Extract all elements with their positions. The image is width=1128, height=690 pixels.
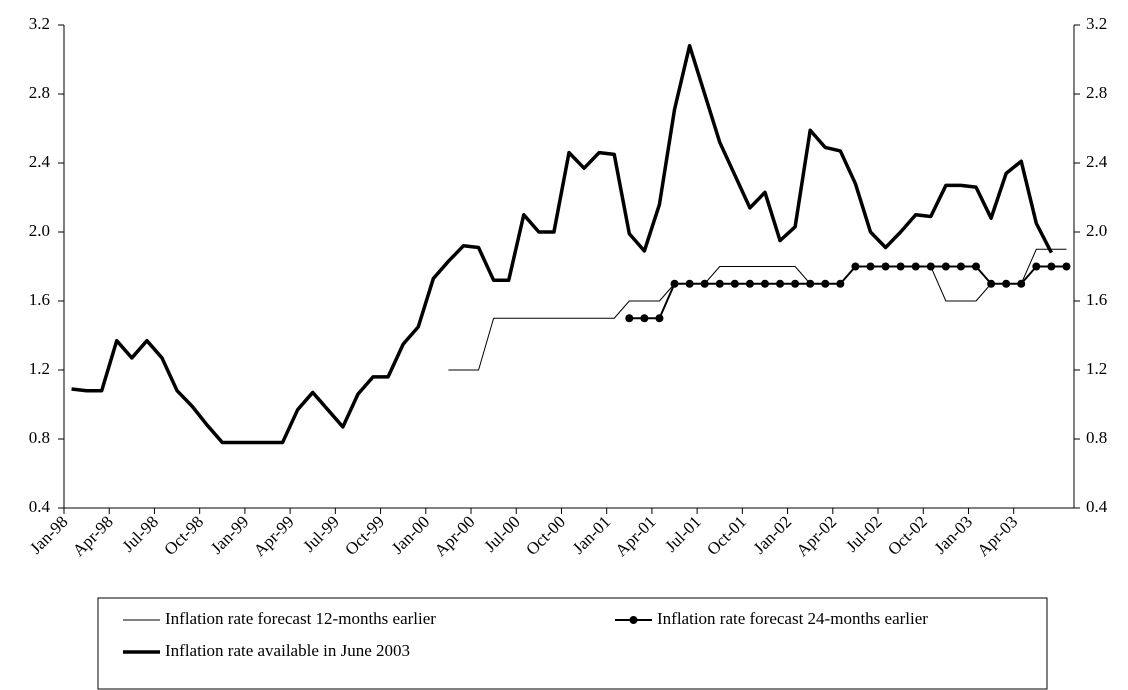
series-marker [956, 262, 965, 271]
y2-tick-label: 1.6 [1086, 290, 1107, 309]
y2-tick-label: 0.4 [1086, 497, 1108, 516]
series-marker [655, 314, 664, 323]
series-marker [911, 262, 920, 271]
series-marker [776, 279, 785, 288]
y-tick-label: 1.2 [29, 359, 50, 378]
series-line [448, 248, 1067, 371]
series-marker [987, 279, 996, 288]
y-tick-label: 2.4 [29, 152, 51, 171]
series-marker [866, 262, 875, 271]
y2-tick-label: 2.8 [1086, 83, 1107, 102]
legend-marker [629, 616, 638, 624]
series-marker [1002, 279, 1011, 288]
series-marker [836, 279, 845, 288]
y-tick-label: 2.0 [29, 221, 50, 240]
series-marker [715, 279, 724, 288]
series-marker [1047, 262, 1056, 271]
series-marker [745, 279, 754, 288]
y2-tick-label: 2.0 [1086, 221, 1107, 240]
y-tick-label: 2.8 [29, 83, 50, 102]
series-marker [700, 279, 709, 288]
series-marker [640, 314, 649, 323]
legend-label: Inflation rate forecast 12-months earlie… [165, 609, 436, 628]
series-line [71, 43, 1053, 445]
series-marker [896, 262, 905, 271]
legend-label: Inflation rate available in June 2003 [165, 641, 410, 660]
series-marker [730, 279, 739, 288]
y-tick-label: 0.8 [29, 428, 50, 447]
series-marker [821, 279, 830, 288]
series-marker [670, 279, 679, 288]
series-marker [881, 262, 890, 271]
series-marker [760, 279, 769, 288]
series-marker [926, 262, 935, 271]
series-marker [1017, 279, 1026, 288]
series-marker [806, 279, 815, 288]
series-marker [1032, 262, 1041, 271]
y2-tick-label: 1.2 [1086, 359, 1107, 378]
series-marker [972, 262, 981, 271]
y2-tick-label: 0.8 [1086, 428, 1107, 447]
legend: Inflation rate forecast 12-months earlie… [97, 597, 1048, 690]
y2-tick-label: 3.2 [1086, 14, 1107, 33]
y2-tick-label: 2.4 [1086, 152, 1108, 171]
y-tick-label: 3.2 [29, 14, 50, 33]
series-marker [791, 279, 800, 288]
series-marker [625, 314, 634, 323]
series-marker [941, 262, 950, 271]
series-marker [1062, 262, 1071, 271]
legend-label: Inflation rate forecast 24-months earlie… [657, 609, 928, 628]
series-marker [851, 262, 860, 271]
y-tick-label: 0.4 [29, 497, 51, 516]
series-marker [685, 279, 694, 288]
y-tick-label: 1.6 [29, 290, 50, 309]
legend-box [97, 597, 1048, 690]
